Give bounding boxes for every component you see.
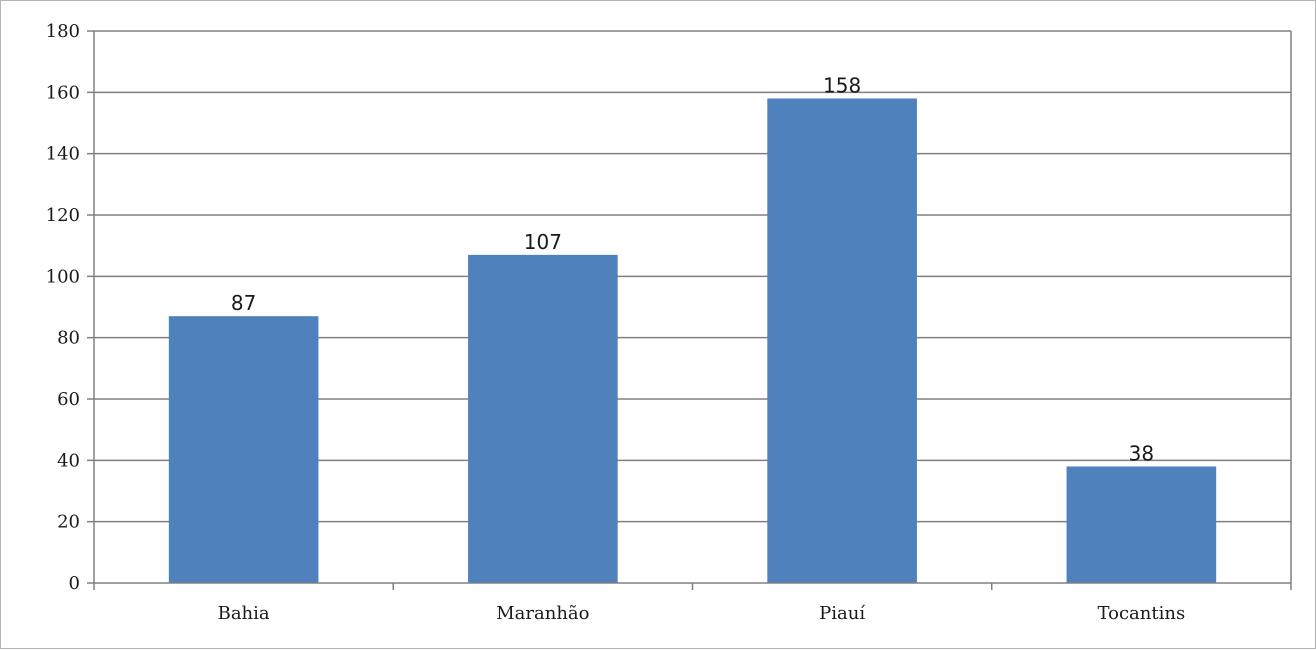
y-tick-label: 140	[46, 144, 80, 165]
data-label: 87	[231, 291, 256, 315]
y-tick-label: 80	[57, 328, 80, 349]
bars	[168, 98, 1217, 583]
data-label: 107	[524, 230, 562, 254]
labels: 0 20 40 60 80 100 120 140 160 180 87 Bahia 107 Maranh…	[46, 21, 1186, 624]
bar-2	[767, 98, 917, 583]
y-tick-label: 20	[57, 512, 80, 533]
y-tick-label: 160	[46, 82, 80, 103]
data-label: 158	[823, 73, 861, 97]
category-label: Maranhão	[496, 603, 589, 624]
bar-3	[1066, 466, 1217, 583]
y-tick-label: 100	[46, 266, 80, 287]
data-label: 38	[1129, 441, 1154, 465]
category-label: Bahia	[218, 603, 270, 624]
category-label: Tocantins	[1098, 603, 1186, 624]
y-tick-label: 60	[57, 389, 80, 410]
category-label: Piauí	[819, 603, 865, 624]
y-tick-label: 120	[46, 205, 80, 226]
bar-1	[468, 254, 618, 583]
axes	[87, 30, 1292, 590]
bar-0	[168, 316, 319, 583]
y-tick-label: 40	[57, 450, 80, 471]
y-tick-label: 180	[46, 21, 80, 42]
y-tick-label: 0	[69, 573, 80, 594]
